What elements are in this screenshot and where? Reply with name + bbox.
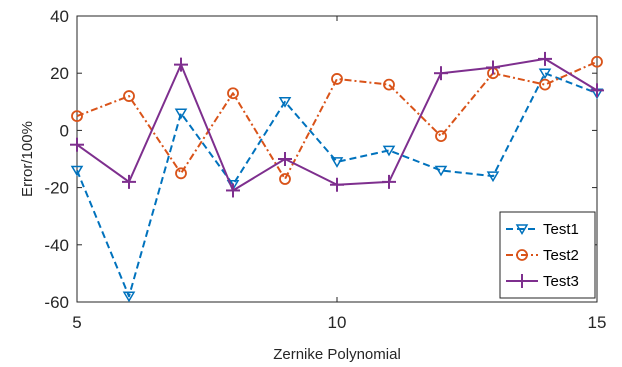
- y-tick-label: -20: [44, 179, 69, 198]
- legend-box: [499, 211, 596, 299]
- data-point-test1: [122, 291, 136, 303]
- data-point-test3: [226, 183, 240, 198]
- data-point-test2: [227, 87, 239, 100]
- data-point-test3: [382, 174, 396, 189]
- data-point-test3: [538, 51, 552, 66]
- data-point-test3: [590, 83, 604, 98]
- y-tick-label: 20: [50, 64, 69, 83]
- series-test3: [70, 51, 604, 198]
- legend-marker: [515, 274, 529, 288]
- legend-item-test3: Test3: [506, 273, 579, 290]
- data-point-test2: [175, 167, 187, 180]
- series-test2: [71, 55, 603, 185]
- legend-label: Test1: [543, 221, 579, 238]
- data-point-test1: [434, 165, 448, 177]
- legend-label: Test2: [543, 247, 579, 264]
- data-point-test3: [278, 152, 292, 166]
- x-axis-title: Zernike Polynomial: [273, 346, 401, 363]
- data-point-test3: [486, 60, 500, 75]
- data-point-test2: [539, 78, 551, 91]
- data-point-test1: [486, 171, 500, 183]
- legend-marker: [516, 249, 528, 261]
- y-tick-label: 40: [50, 7, 69, 26]
- data-point-test3: [122, 174, 136, 189]
- legend-item-test2: Test2: [506, 247, 579, 264]
- data-point-test2: [591, 55, 603, 68]
- legend-item-test1: Test1: [506, 221, 579, 238]
- data-point-test2: [383, 78, 395, 91]
- data-point-test1: [382, 145, 396, 157]
- data-point-test3: [70, 137, 84, 152]
- data-point-test2: [71, 110, 83, 122]
- data-point-test2: [331, 73, 343, 85]
- data-point-test1: [278, 97, 292, 108]
- data-point-test2: [123, 90, 135, 102]
- data-point-test3: [434, 66, 448, 81]
- legend: Test1 Test2 Test3: [499, 211, 596, 299]
- legend-marker: [515, 224, 529, 235]
- x-tick-label: 5: [72, 313, 81, 332]
- x-tick-label: 15: [588, 313, 607, 332]
- y-axis-title: Error/100%: [19, 121, 36, 197]
- data-point-test3: [330, 177, 344, 192]
- y-tick-label: 0: [60, 121, 69, 140]
- data-point-test1: [330, 157, 344, 168]
- data-point-test2: [435, 130, 447, 143]
- y-tick-label: -40: [44, 236, 69, 255]
- data-point-test1: [174, 108, 188, 120]
- y-tick-label: -60: [44, 293, 69, 312]
- data-point-test1: [538, 68, 552, 80]
- data-point-test3: [174, 57, 188, 72]
- series-group: [70, 51, 604, 303]
- data-point-test1: [70, 165, 84, 177]
- data-point-test2: [279, 173, 291, 185]
- legend-label: Test3: [543, 273, 579, 290]
- x-tick-label: 10: [328, 313, 347, 332]
